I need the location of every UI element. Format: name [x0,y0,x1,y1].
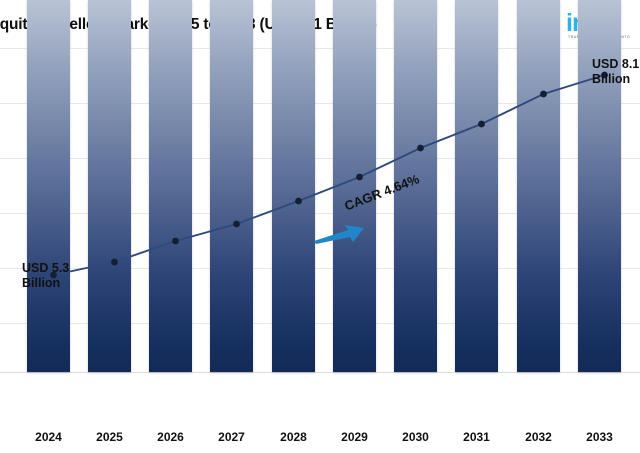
xtick-2032: 2032 [525,430,552,444]
bar-2026[interactable] [149,0,192,372]
x-axis: 2024 2025 2026 2027 2028 2029 2030 2031 … [0,425,640,453]
axis-baseline [0,372,640,373]
xtick-2031: 2031 [463,430,490,444]
bar-2025[interactable] [88,0,131,372]
start-value-line2: Billion [22,276,61,290]
cagr-arrow-up-right-icon [314,225,364,244]
bar-2029[interactable] [333,0,376,372]
bar-2028[interactable] [272,0,315,372]
xtick-2024: 2024 [35,430,62,444]
bar-2031[interactable] [455,0,498,372]
xtick-2030: 2030 [402,430,429,444]
xtick-2027: 2027 [218,430,245,444]
xtick-2026: 2026 [157,430,184,444]
bar-2024[interactable] [27,0,70,372]
start-value-callout: USD 5.3 Billion [22,261,69,291]
gridline [0,48,640,49]
start-value-line1: USD 5.3 [22,261,70,275]
xtick-2029: 2029 [341,430,368,444]
bar-2033[interactable] [578,0,621,372]
xtick-2025: 2025 [96,430,123,444]
end-value-callout: USD 8.1 Billion [592,57,639,87]
bar-2032[interactable] [517,0,560,372]
end-value-line1: USD 8.1 [592,57,640,71]
gridline [0,323,640,324]
end-value-line2: Billion [592,72,631,86]
xtick-2028: 2028 [280,430,307,444]
bar-2027[interactable] [210,0,253,372]
xtick-2033: 2033 [586,430,613,444]
